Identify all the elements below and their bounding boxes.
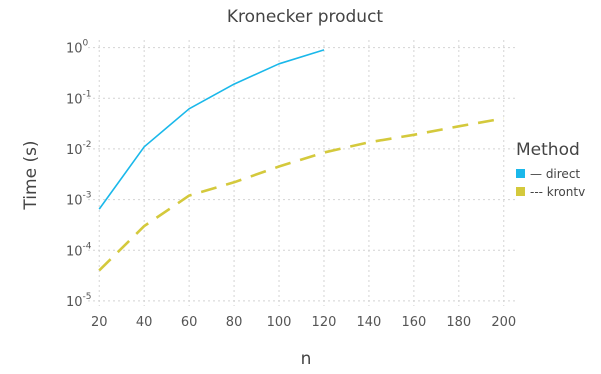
- x-tick-label: 120: [312, 315, 337, 330]
- legend-label-krontv: --- krontv: [530, 185, 585, 199]
- x-tick-label: 60: [181, 315, 198, 330]
- x-tick-label: 80: [226, 315, 243, 330]
- legend-label-direct: — direct: [530, 167, 580, 181]
- y-tick-label: 10-3: [66, 191, 92, 209]
- x-axis-label: n: [301, 349, 312, 369]
- y-tick-label: 10-2: [66, 140, 92, 158]
- series-lines: [98, 49, 505, 272]
- x-tick-label: 200: [491, 315, 516, 330]
- x-tick-label: 180: [446, 315, 471, 330]
- y-tick-label: 10-1: [66, 89, 92, 107]
- y-tick-label: 10-4: [66, 241, 92, 259]
- legend-swatch-direct: [516, 169, 525, 178]
- x-tick-label: 160: [401, 315, 426, 330]
- y-axis-ticks: 10-5 10-4 10-3 10-2 10-1 100: [66, 39, 92, 310]
- x-tick-label: 20: [91, 315, 108, 330]
- x-tick-label: 40: [136, 315, 153, 330]
- chart-title: Kronecker product: [227, 7, 384, 27]
- x-tick-label: 100: [267, 315, 292, 330]
- legend-title: Method: [516, 140, 580, 160]
- legend: Method — direct --- krontv: [516, 140, 585, 199]
- x-axis-ticks: 20 40 60 80 100 120 140 160 180 200: [91, 315, 516, 330]
- y-tick-label: 100: [66, 39, 89, 57]
- series-line-krontv: [98, 117, 505, 272]
- legend-swatch-krontv: [516, 187, 525, 196]
- series-line-direct: [98, 49, 325, 210]
- x-tick-label: 140: [357, 315, 382, 330]
- y-tick-label: 10-5: [66, 292, 92, 310]
- y-axis-label: Time (s): [21, 140, 41, 210]
- grid: [88, 40, 515, 306]
